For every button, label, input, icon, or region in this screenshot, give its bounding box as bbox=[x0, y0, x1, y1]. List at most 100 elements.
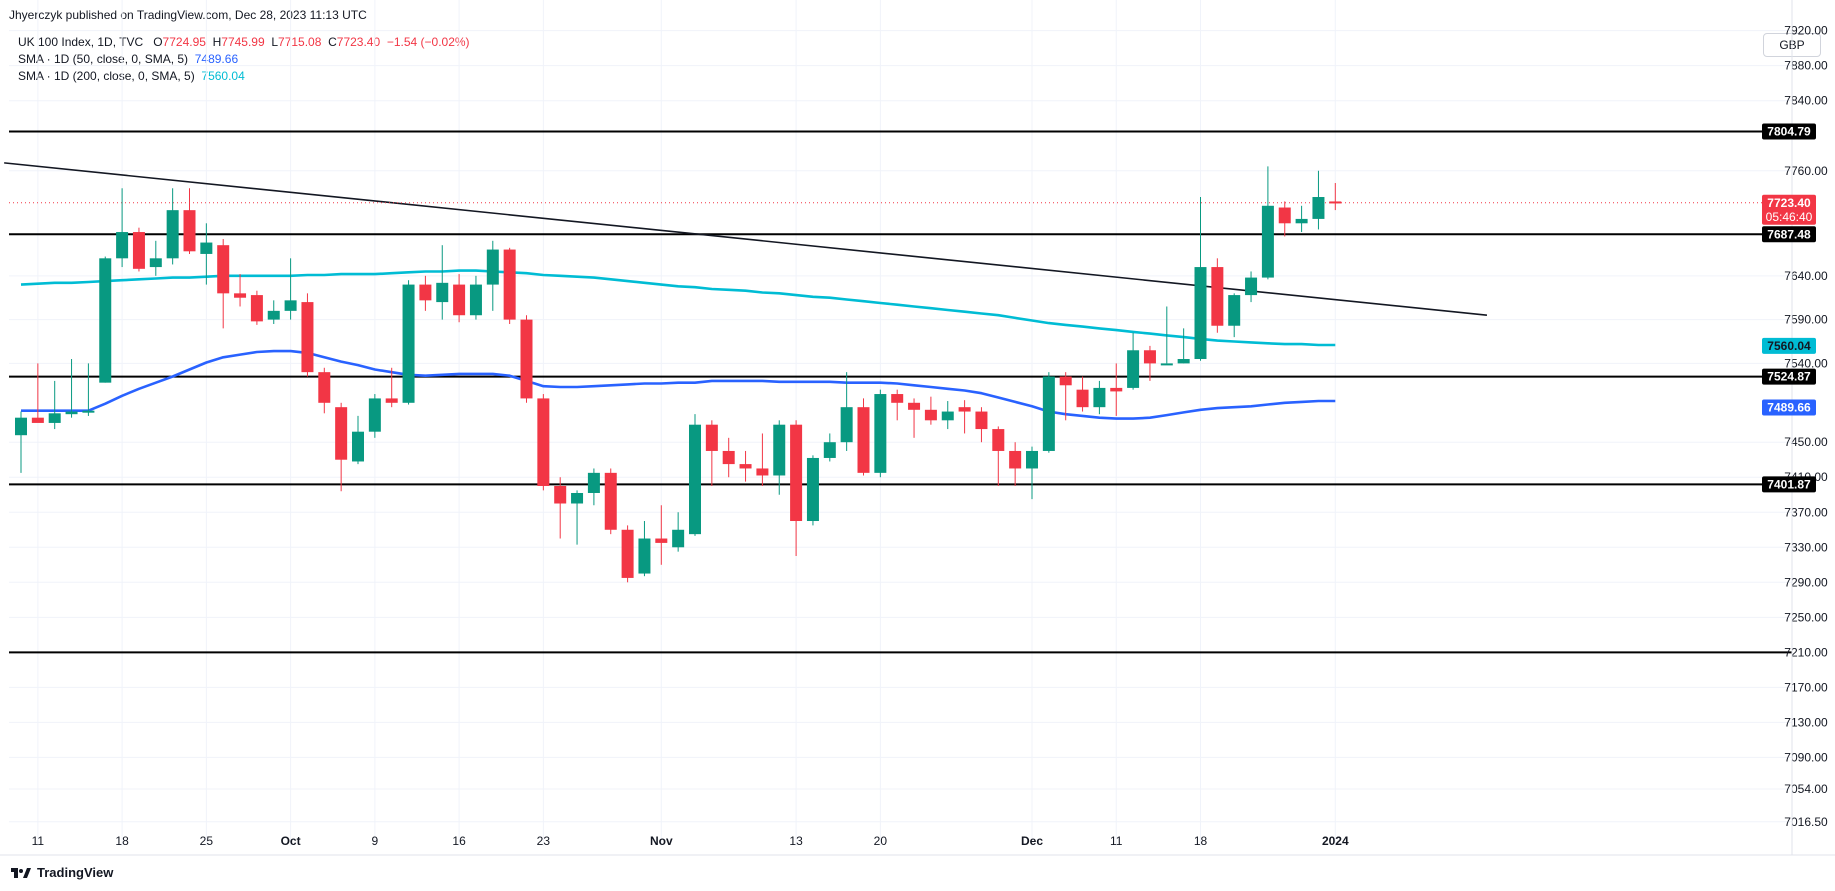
candle bbox=[908, 398, 921, 438]
y-tick-label: 7090.00 bbox=[1784, 750, 1828, 764]
candle bbox=[806, 455, 819, 526]
candle bbox=[587, 468, 600, 506]
sma50-line bbox=[21, 349, 1336, 420]
price-tag-bg bbox=[1762, 337, 1816, 354]
candle-body bbox=[1329, 201, 1342, 204]
candle-body bbox=[520, 319, 533, 399]
candle-body bbox=[975, 411, 988, 430]
candle-body bbox=[823, 442, 836, 458]
candle-body bbox=[1093, 387, 1106, 408]
candle bbox=[149, 240, 162, 276]
x-tick-label: 11 bbox=[32, 834, 45, 848]
candle bbox=[402, 280, 415, 405]
y-tick-label: 7170.00 bbox=[1784, 680, 1828, 694]
candle-body bbox=[48, 413, 61, 423]
change-value: −1.54 (−0.02%) bbox=[386, 35, 470, 49]
candle bbox=[48, 380, 61, 430]
candle-body bbox=[284, 300, 297, 311]
candle-body bbox=[1143, 350, 1156, 364]
candle bbox=[773, 420, 786, 495]
candle bbox=[503, 247, 516, 324]
candle-body bbox=[722, 450, 735, 465]
candle bbox=[1076, 376, 1089, 412]
candle bbox=[469, 275, 482, 320]
y-tick-label: 7250.00 bbox=[1784, 610, 1828, 624]
candle bbox=[217, 239, 230, 329]
y-tick-label: 7054.00 bbox=[1784, 782, 1828, 796]
candle bbox=[1059, 372, 1072, 421]
candle-body bbox=[806, 457, 819, 522]
candle bbox=[722, 437, 735, 478]
candle-body bbox=[267, 310, 280, 320]
candle-body bbox=[840, 407, 853, 443]
candle bbox=[1278, 201, 1291, 237]
candle bbox=[672, 512, 685, 552]
candle bbox=[756, 433, 769, 486]
symbol-name[interactable]: UK 100 Index, 1D, TVC bbox=[18, 35, 144, 49]
candle bbox=[689, 414, 701, 536]
candle bbox=[705, 420, 718, 486]
trendline-layer bbox=[4, 162, 1792, 317]
candle-body bbox=[419, 284, 432, 301]
legend-ohlc-row: UK 100 Index, 1D, TVC O7724.95 H7745.99 … bbox=[18, 34, 470, 51]
candle bbox=[1329, 183, 1342, 211]
candle bbox=[1009, 442, 1022, 486]
candle-body bbox=[352, 431, 364, 462]
horizontal-levels bbox=[9, 130, 1792, 654]
candle bbox=[250, 290, 263, 325]
candle bbox=[1110, 363, 1123, 416]
candle bbox=[621, 525, 634, 583]
candle-body bbox=[318, 372, 331, 403]
open-value: 7724.95 bbox=[162, 35, 206, 49]
candle-body bbox=[1127, 350, 1140, 388]
candle-body bbox=[1059, 376, 1072, 386]
candle-body bbox=[689, 424, 701, 535]
candle-body bbox=[1312, 197, 1325, 219]
candle-body bbox=[1009, 450, 1022, 469]
sma200-label: SMA · 1D (200, close, 0, SMA, 5) bbox=[18, 69, 195, 83]
candle-body bbox=[166, 210, 179, 259]
footer-brand-label: TradingView bbox=[37, 865, 114, 880]
chart-grid bbox=[9, 0, 1792, 846]
candle-body bbox=[924, 409, 937, 421]
candle-body bbox=[672, 529, 685, 548]
candle-body bbox=[571, 492, 584, 504]
candle bbox=[132, 227, 145, 272]
candle bbox=[571, 490, 584, 545]
x-tick-label: 18 bbox=[115, 834, 129, 848]
x-tick-label: 13 bbox=[789, 834, 803, 848]
candle bbox=[1312, 170, 1325, 230]
legend-sma50-row[interactable]: SMA · 1D (50, close, 0, SMA, 5) 7489.66 bbox=[18, 51, 470, 68]
candle bbox=[1211, 258, 1224, 333]
candle-body bbox=[773, 424, 786, 476]
candle-body bbox=[1160, 363, 1173, 366]
candle-body bbox=[217, 245, 230, 294]
x-tick-label: 2024 bbox=[1322, 834, 1349, 848]
candle bbox=[520, 315, 533, 403]
x-tick-label: 25 bbox=[200, 834, 214, 848]
y-tick-label: 7210.00 bbox=[1784, 645, 1828, 659]
candle-body bbox=[958, 407, 971, 412]
footer-brand[interactable]: TradingView bbox=[10, 865, 113, 880]
candle bbox=[941, 401, 954, 430]
trendline bbox=[4, 162, 1488, 317]
candle-body bbox=[587, 472, 600, 493]
candle-body bbox=[1076, 389, 1089, 408]
candle-body bbox=[554, 485, 567, 504]
x-tick-label: 20 bbox=[874, 834, 888, 848]
candle-body bbox=[116, 232, 129, 259]
candle bbox=[975, 407, 988, 443]
legend-sma200-row[interactable]: SMA · 1D (200, close, 0, SMA, 5) 7560.04 bbox=[18, 68, 470, 85]
price-tag-bg bbox=[1762, 194, 1816, 225]
price-tag-label: 7804.79 bbox=[1767, 125, 1811, 139]
candle-body bbox=[402, 284, 415, 403]
candle-body bbox=[1261, 205, 1274, 278]
price-tag-bg bbox=[1762, 123, 1816, 140]
publisher-line: Jhyerczyk published on TradingView.com, … bbox=[9, 8, 367, 22]
x-tick-label: 23 bbox=[537, 834, 551, 848]
price-tag-label: 7687.48 bbox=[1767, 227, 1811, 241]
candle bbox=[1228, 293, 1241, 338]
candle bbox=[554, 477, 567, 539]
